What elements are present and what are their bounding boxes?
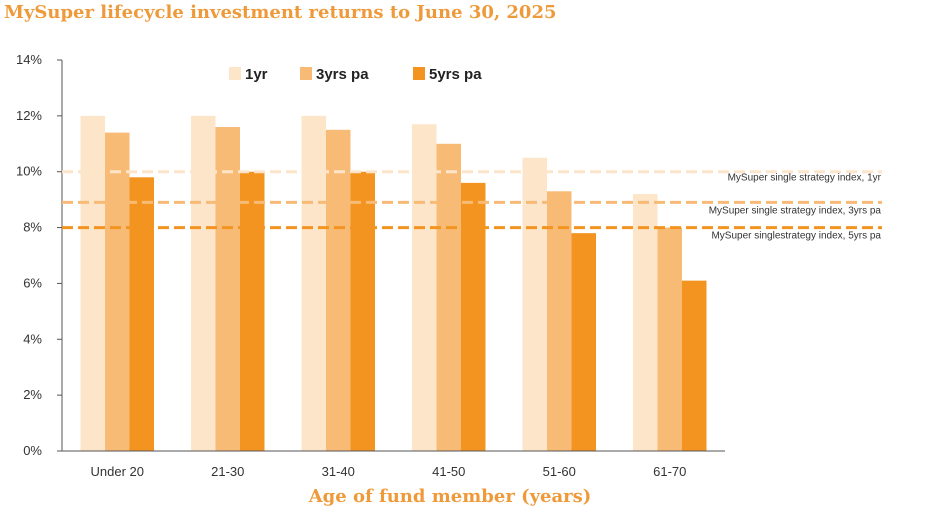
bar (657, 227, 682, 451)
bar (633, 194, 658, 452)
reference-line-label: MySuper single strategy index, 3yrs pa (709, 205, 882, 216)
bar (105, 132, 130, 451)
legend-swatch (413, 67, 425, 80)
bar (547, 191, 572, 451)
y-tick-label: 2% (23, 387, 42, 402)
bar (436, 143, 461, 452)
reference-line-label: MySuper singlestrategy index, 5yrs pa (711, 231, 881, 242)
y-tick-label: 8% (23, 220, 42, 235)
y-axis: 0% 2% 4% 6% 8% 10% 12% 14% (16, 52, 63, 458)
legend-label: 5yrs pa (429, 66, 482, 83)
bar (191, 115, 216, 451)
bars (80, 115, 707, 452)
bar (682, 280, 707, 451)
bar (461, 182, 486, 451)
y-tick-label: 4% (23, 331, 42, 346)
legend-swatch (229, 67, 241, 80)
y-tick-label: 12% (16, 108, 42, 123)
y-tick-label: 0% (23, 443, 42, 458)
bar (522, 157, 547, 451)
x-axis-title: Age of fund member (years) (308, 486, 592, 507)
bar (240, 171, 265, 451)
legend: 1yr 3yrs pa 5yrs pa (229, 66, 482, 83)
legend-label: 3yrs pa (316, 66, 369, 83)
x-tick-label: 31-40 (322, 464, 355, 479)
x-tick-label: 61-70 (653, 464, 686, 479)
y-tick-label: 14% (16, 52, 42, 67)
legend-swatch (300, 67, 312, 80)
x-tick-label: Under 20 (91, 464, 144, 479)
y-tick-label: 10% (16, 164, 42, 179)
bar (301, 115, 326, 451)
x-axis: Under 20 21-30 31-40 41-50 51-60 61-70 (62, 450, 725, 479)
chart-title: MySuper lifecycle investment returns to … (4, 2, 557, 23)
x-tick-label: 21-30 (211, 464, 244, 479)
bar (326, 129, 351, 452)
bar (350, 171, 375, 451)
x-tick-label: 41-50 (432, 464, 465, 479)
bar (129, 177, 154, 452)
bar (412, 124, 437, 451)
reference-lines: MySuper single strategy index, 1yr MySupe… (62, 170, 882, 242)
y-tick-label: 6% (23, 275, 42, 290)
x-tick-label: 51-60 (543, 464, 576, 479)
reference-line-label: MySuper single strategy index, 1yr (728, 173, 882, 184)
bar (215, 127, 240, 452)
legend-label: 1yr (245, 66, 268, 83)
bar (80, 115, 105, 451)
bar (571, 233, 596, 451)
